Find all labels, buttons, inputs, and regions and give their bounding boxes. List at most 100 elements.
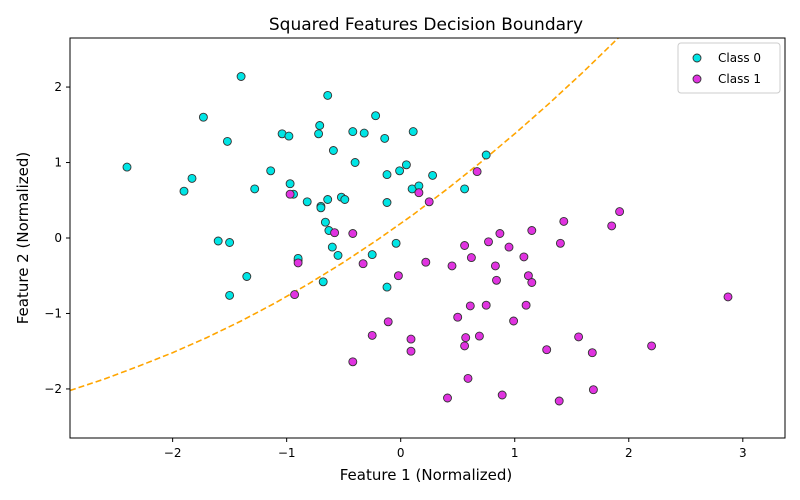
point-class-1 xyxy=(574,332,584,342)
point-class-1 xyxy=(504,242,514,252)
boundary-layer xyxy=(70,38,620,392)
point-class-0 xyxy=(236,72,246,81)
point-class-1 xyxy=(472,167,482,177)
point-class-1 xyxy=(484,237,493,247)
point-class-1 xyxy=(348,229,358,238)
point-class-0 xyxy=(323,195,333,204)
points-layer xyxy=(122,72,733,406)
point-class-1 xyxy=(490,261,500,271)
point-class-1 xyxy=(588,385,598,395)
point-class-1 xyxy=(460,341,470,351)
point-class-0 xyxy=(323,90,333,100)
point-class-1 xyxy=(348,357,358,367)
point-class-0 xyxy=(391,238,401,248)
point-class-1 xyxy=(424,197,434,207)
y-tick-label: 1 xyxy=(54,156,62,170)
point-class-1 xyxy=(461,333,471,343)
point-class-1 xyxy=(447,261,457,271)
point-class-1 xyxy=(723,292,733,302)
point-class-0 xyxy=(333,250,343,260)
point-class-0 xyxy=(380,133,390,143)
point-class-1 xyxy=(555,238,565,248)
point-class-1 xyxy=(285,189,295,199)
y-tick-label: −1 xyxy=(44,306,62,320)
point-class-0 xyxy=(198,112,208,122)
point-class-1 xyxy=(443,393,452,403)
point-class-1 xyxy=(495,229,505,238)
point-class-0 xyxy=(187,173,197,183)
point-class-0 xyxy=(222,136,232,146)
point-class-0 xyxy=(348,127,358,137)
point-class-0 xyxy=(382,282,392,292)
x-tick-label: 2 xyxy=(625,446,633,460)
point-class-0 xyxy=(314,129,324,139)
point-class-1 xyxy=(406,346,416,356)
legend-label: Class 0 xyxy=(718,51,761,65)
point-class-1 xyxy=(406,334,416,344)
x-tick-label: 1 xyxy=(511,446,519,460)
point-class-1 xyxy=(527,226,537,235)
point-class-1 xyxy=(481,300,491,310)
legend-label: Class 1 xyxy=(718,72,761,86)
point-class-0 xyxy=(428,170,438,180)
point-class-0 xyxy=(382,198,392,207)
chart-title: Squared Features Decision Boundary xyxy=(269,15,583,35)
point-class-1 xyxy=(463,373,473,383)
point-class-1 xyxy=(527,278,537,287)
point-class-1 xyxy=(647,341,657,351)
y-tick-label: 2 xyxy=(54,80,62,94)
point-class-1 xyxy=(383,317,393,327)
point-class-1 xyxy=(559,216,569,226)
point-class-0 xyxy=(395,166,405,176)
y-tick-label: 0 xyxy=(54,231,62,245)
legend-marker xyxy=(692,53,702,63)
point-class-1 xyxy=(421,257,431,267)
point-class-1 xyxy=(453,312,463,322)
point-class-0 xyxy=(285,179,295,189)
point-class-0 xyxy=(320,217,330,227)
point-class-1 xyxy=(367,330,377,340)
point-class-1 xyxy=(542,345,552,355)
point-class-0 xyxy=(179,186,189,196)
y-tick-label: −2 xyxy=(44,382,62,396)
point-class-0 xyxy=(266,166,276,176)
point-class-0 xyxy=(225,238,235,247)
point-class-1 xyxy=(509,316,519,326)
point-class-0 xyxy=(316,203,326,213)
point-class-0 xyxy=(460,184,470,194)
point-class-0 xyxy=(327,242,337,252)
point-class-1 xyxy=(414,188,424,198)
point-class-0 xyxy=(367,250,377,260)
legend-marker xyxy=(692,74,702,84)
point-class-0 xyxy=(481,150,491,160)
point-class-1 xyxy=(521,300,531,310)
point-class-1 xyxy=(393,271,403,281)
point-class-0 xyxy=(315,121,325,130)
x-tick-label: −2 xyxy=(164,446,182,460)
point-class-1 xyxy=(554,396,564,406)
point-class-0 xyxy=(359,128,369,138)
point-class-0 xyxy=(408,127,418,137)
point-class-0 xyxy=(225,290,235,300)
point-class-1 xyxy=(587,348,597,358)
point-class-1 xyxy=(358,259,368,269)
point-class-1 xyxy=(497,390,507,400)
legend-box xyxy=(677,42,781,94)
y-axis-label: Feature 2 (Normalized) xyxy=(14,152,32,325)
point-class-0 xyxy=(302,197,312,207)
point-class-1 xyxy=(465,301,475,311)
point-class-1 xyxy=(293,258,303,268)
point-class-1 xyxy=(330,228,340,238)
point-class-0 xyxy=(371,111,381,121)
point-class-1 xyxy=(519,252,529,262)
point-class-0 xyxy=(242,272,252,281)
decision-boundary-line xyxy=(70,38,620,392)
point-class-0 xyxy=(340,195,350,204)
point-class-1 xyxy=(474,331,484,341)
x-axis: −2 −1 0 1 2 3 xyxy=(164,438,747,460)
point-class-0 xyxy=(284,131,294,141)
x-tick-label: 3 xyxy=(739,446,747,460)
point-class-0 xyxy=(401,160,411,170)
point-class-1 xyxy=(290,290,300,300)
x-tick-label: −1 xyxy=(278,446,296,460)
